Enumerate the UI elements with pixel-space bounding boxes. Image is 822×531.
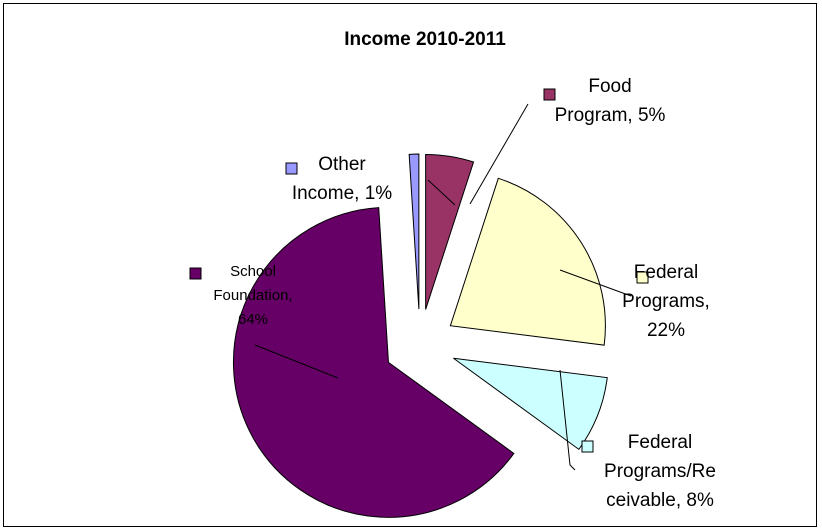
slice-label: Programs,	[622, 291, 710, 312]
legend-key-square	[543, 88, 556, 101]
leader-line	[427, 179, 456, 206]
slice-label: ceivable, 8%	[606, 490, 714, 511]
leader-line	[469, 103, 529, 205]
slice-labels: Food Program, 5% Federal Programs, 22% Federa…	[189, 76, 716, 511]
slice-label: Income, 1%	[292, 183, 392, 204]
chart-title: Income 2010-2011	[344, 29, 506, 50]
pie-slice-food-program	[425, 153, 475, 310]
leader-line	[559, 369, 576, 471]
slice-label: Programs/Re	[604, 461, 716, 482]
slice-label: 22%	[647, 320, 685, 341]
legend-key-square	[636, 271, 649, 284]
leader-lines	[254, 103, 632, 471]
slice-label: 64%	[238, 311, 268, 328]
pie-slice-federal-programs-receivable	[453, 357, 608, 451]
legend-key-square	[189, 267, 202, 280]
pie-slice-federal-programs	[449, 177, 606, 346]
slice-label: School	[230, 263, 276, 280]
slice-label: Foundation,	[213, 287, 292, 304]
pie-slice-other-income	[408, 153, 420, 310]
leader-line	[254, 344, 339, 379]
legend-key-square	[581, 440, 594, 453]
slice-label: Food	[588, 76, 631, 97]
legend-key-square	[285, 162, 298, 175]
pie-slice-school-foundation	[232, 207, 515, 518]
leader-line	[559, 269, 632, 297]
slice-label: Federal	[628, 432, 692, 453]
slice-label: Program, 5%	[555, 105, 666, 126]
slice-label: Federal	[634, 262, 698, 283]
pie-slices	[232, 153, 608, 518]
slice-label: Other	[318, 154, 366, 175]
